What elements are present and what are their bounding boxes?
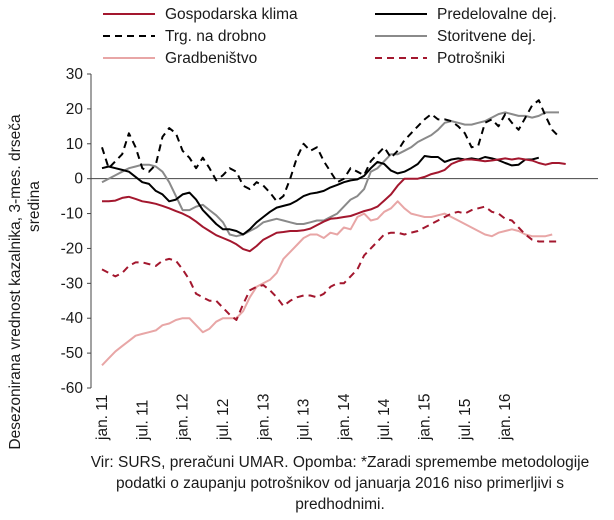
y-tick-label: -20 xyxy=(61,240,84,257)
x-tick-label: jan. 12 xyxy=(175,393,192,441)
series-line-6 xyxy=(101,205,559,321)
x-tick-label: jul. 15 xyxy=(457,399,474,441)
legend-label: Potrošniki xyxy=(437,50,505,67)
chart-axes: 30 20 10 0 -10 -20 -30 -40 -50 -60 jan. 11 jul. 11 j… xyxy=(7,66,598,450)
x-tick-label: jul. 14 xyxy=(376,398,393,441)
series-line-3 xyxy=(101,99,560,203)
x-tick-label: jul. 11 xyxy=(134,400,151,441)
x-tick-label: jan. 13 xyxy=(255,393,272,441)
series-line-1 xyxy=(102,157,566,253)
y-axis-title: sredina xyxy=(26,181,43,232)
chart-series xyxy=(101,99,566,366)
y-tick-label: 30 xyxy=(66,66,84,83)
y-tick-label: -30 xyxy=(61,275,84,292)
series-line-5 xyxy=(101,200,553,366)
legend-label: Gospodarska klima xyxy=(165,6,298,23)
y-tick-label: -10 xyxy=(61,206,84,223)
series-line-4 xyxy=(101,111,559,238)
legend-label: Gradbeništvo xyxy=(165,50,257,67)
y-tick-label: -50 xyxy=(61,345,84,362)
y-axis-title: Desezonirana vrednost kazalnika, 3-mes. … xyxy=(7,114,24,450)
y-tick-label: -40 xyxy=(61,310,84,327)
y-tick-label: 0 xyxy=(74,171,83,188)
y-tick-label: -60 xyxy=(61,380,84,397)
x-tick-label: jan. 14 xyxy=(336,393,353,441)
x-tick-label: jan. 11 xyxy=(94,395,111,441)
legend-label: Trg. na drobno xyxy=(165,28,266,45)
y-tick-label: 20 xyxy=(66,101,84,118)
x-tick-label: jul. 12 xyxy=(215,399,232,441)
x-tick-label: jan. 16 xyxy=(497,393,514,441)
legend-label: Storitvene dej. xyxy=(437,28,536,45)
source-note: Vir: SURS, preračuni UMAR. Opomba: *Zara… xyxy=(90,454,590,513)
y-tick-label: 10 xyxy=(66,136,84,153)
x-tick-label: jul. 13 xyxy=(296,399,313,441)
x-tick-label: jan. 15 xyxy=(417,393,434,441)
legend: Gospodarska klima Predelovalne dej. Trg. n… xyxy=(103,6,557,67)
legend-label: Predelovalne dej. xyxy=(437,6,557,23)
